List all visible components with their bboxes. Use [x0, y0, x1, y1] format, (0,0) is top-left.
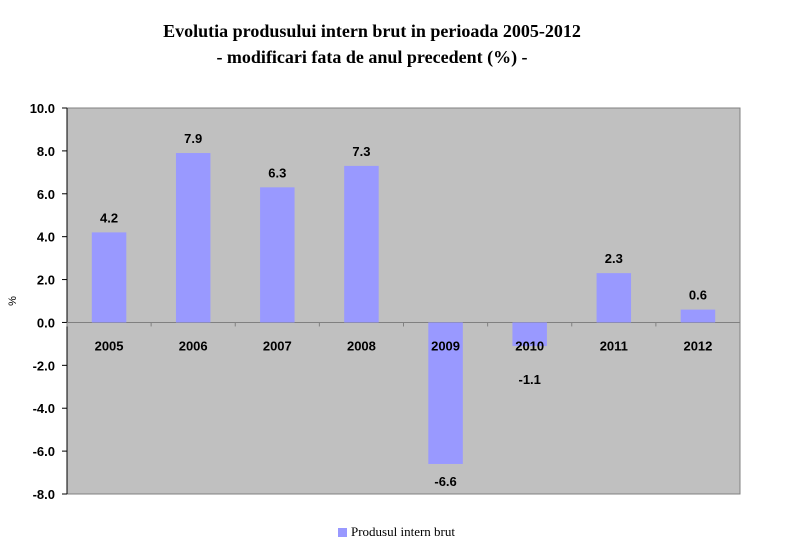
bar-2006	[175, 153, 211, 323]
y-tick-label: 8.0	[37, 144, 55, 159]
y-tick-label: -6.0	[33, 444, 55, 459]
data-label: -6.6	[434, 474, 456, 489]
data-label: 4.2	[100, 210, 118, 225]
data-label: 2.3	[605, 251, 623, 266]
bar-2005	[91, 232, 127, 323]
y-tick-label: 4.0	[37, 230, 55, 245]
chart-title: Evolutia produsului intern brut in perio…	[163, 21, 581, 41]
x-tick-label: 2009	[431, 338, 460, 353]
bar-2009	[428, 322, 463, 464]
y-tick-label: 0.0	[37, 315, 55, 330]
x-tick-label: 2011	[600, 338, 628, 353]
y-tick-label: 10.0	[30, 101, 55, 116]
bar-2011	[596, 273, 632, 323]
x-tick-label: 2012	[683, 338, 712, 353]
y-tick-label: -4.0	[33, 401, 55, 416]
bar-2010	[512, 322, 547, 347]
bar-2007	[260, 187, 295, 323]
y-tick-label: -8.0	[33, 487, 55, 502]
chart-subtitle: - modificari fata de anul precedent (%) …	[216, 47, 528, 67]
y-axis-label: %	[7, 296, 19, 306]
x-tick-label: 2007	[263, 338, 292, 353]
data-label: 7.3	[352, 144, 370, 159]
y-tick-label: 6.0	[37, 187, 55, 202]
y-tick-label: 2.0	[37, 273, 55, 288]
bar-2012	[680, 309, 716, 323]
legend: Produsul intern brut	[338, 524, 455, 540]
x-tick-label: 2010	[515, 338, 544, 353]
data-label: -1.1	[518, 372, 540, 387]
legend-swatch	[338, 527, 347, 537]
y-tick-label: -2.0	[33, 358, 55, 373]
x-tick-label: 2008	[347, 338, 376, 353]
bar-2008	[344, 165, 379, 323]
plot-area	[66, 107, 741, 495]
x-tick-label: 2006	[179, 338, 208, 353]
data-label: 6.3	[268, 165, 286, 180]
x-tick-label: 2005	[95, 338, 124, 353]
data-label: 7.9	[184, 131, 202, 146]
legend-label: Produsul intern brut	[351, 524, 455, 539]
data-label: 0.6	[689, 288, 707, 303]
